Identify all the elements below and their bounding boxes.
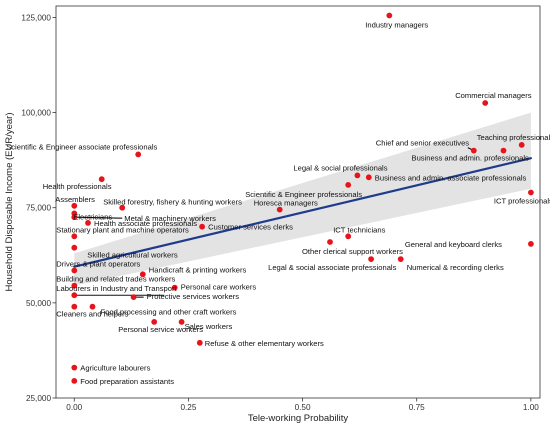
data-point bbox=[71, 202, 78, 209]
point-label: Personal service workers bbox=[118, 325, 203, 334]
y-tick-label: 125,000 bbox=[21, 13, 51, 22]
data-points bbox=[71, 12, 534, 384]
point-label: Skilled forestry, fishery & hunting work… bbox=[103, 198, 242, 207]
x-tick-label: 0.25 bbox=[180, 403, 196, 412]
data-point bbox=[71, 233, 78, 240]
point-label: Business and admin. professionals bbox=[412, 154, 530, 163]
data-point bbox=[500, 147, 507, 154]
data-point bbox=[397, 256, 404, 262]
point-label: Health associate professionals bbox=[94, 219, 197, 228]
data-point bbox=[89, 303, 96, 310]
point-label: Electricians bbox=[73, 212, 112, 221]
point-label: Personal care workers bbox=[181, 283, 257, 292]
data-point bbox=[130, 294, 137, 300]
point-label: Drivers & plant operators bbox=[56, 260, 140, 269]
x-axis: 0.00 0.25 0.50 0.75 1.00 bbox=[66, 398, 539, 412]
point-label: Scientific & Engineer professionals bbox=[245, 190, 362, 199]
data-point bbox=[365, 174, 372, 181]
point-label: Food preparation assistants bbox=[80, 377, 174, 386]
point-label: Sales workers bbox=[185, 322, 233, 331]
point-label: Protective services workers bbox=[147, 292, 240, 301]
point-label: Labourers in Industry and Transport bbox=[56, 284, 177, 293]
trend-line-path bbox=[73, 157, 532, 268]
trend-line bbox=[73, 157, 532, 268]
point-label: ICT professionals bbox=[494, 197, 550, 206]
point-label: Customer services clerks bbox=[208, 223, 293, 232]
y-axis: 25,000 50,000 75,000 100,000 125,000 bbox=[21, 13, 56, 403]
data-point bbox=[71, 267, 78, 274]
data-point bbox=[345, 233, 352, 240]
point-label: Legal & social professionals bbox=[293, 163, 387, 172]
y-tick-label: 75,000 bbox=[26, 204, 51, 213]
data-point bbox=[482, 100, 489, 106]
point-label: Food processing and other craft workers bbox=[101, 308, 237, 317]
point-label: Agriculture labourers bbox=[80, 364, 150, 373]
point-label: Legal & social associate professionals bbox=[268, 263, 397, 272]
data-point bbox=[345, 182, 352, 188]
data-point bbox=[518, 142, 525, 148]
data-point bbox=[119, 204, 126, 211]
point-label: Refuse & other elementary workers bbox=[205, 339, 324, 348]
data-point bbox=[528, 189, 534, 196]
data-point bbox=[71, 214, 78, 221]
data-point bbox=[71, 364, 78, 371]
data-point bbox=[151, 319, 158, 325]
x-tick-label: 1.00 bbox=[523, 403, 539, 412]
x-tick-label: 0.75 bbox=[409, 403, 425, 412]
data-point bbox=[199, 223, 206, 230]
data-point bbox=[386, 12, 393, 19]
data-point bbox=[71, 303, 78, 310]
point-label: Skilled agricultural workers bbox=[87, 251, 178, 260]
data-point bbox=[71, 292, 78, 299]
data-point bbox=[368, 256, 374, 262]
data-point bbox=[178, 319, 185, 325]
data-point bbox=[354, 172, 361, 179]
data-point bbox=[71, 282, 78, 289]
x-tick-label: 0.00 bbox=[66, 403, 82, 412]
data-point bbox=[98, 176, 105, 183]
x-axis-title: Tele-working Probability bbox=[248, 413, 349, 424]
point-label: Assemblers bbox=[55, 195, 95, 204]
point-label: General and keyboard clerks bbox=[405, 240, 502, 249]
confidence-band bbox=[74, 112, 531, 286]
y-tick-label: 25,000 bbox=[26, 394, 51, 403]
label-leader-line bbox=[74, 216, 123, 219]
point-label: Commercial managers bbox=[455, 91, 532, 100]
y-tick-label: 100,000 bbox=[21, 109, 51, 118]
point-label: Other clerical support workers bbox=[302, 247, 403, 256]
point-label: Scientific & Engineer associate professi… bbox=[6, 142, 157, 151]
point-label: Cleaners and helpers bbox=[56, 310, 128, 319]
y-tick-label: 50,000 bbox=[26, 299, 51, 308]
point-label: Metal & machinery workers bbox=[124, 214, 216, 223]
point-label: Building and related trades workers bbox=[56, 275, 175, 284]
point-label: Industry managers bbox=[365, 21, 428, 30]
data-point bbox=[85, 220, 91, 226]
data-point bbox=[470, 147, 477, 154]
data-point bbox=[139, 271, 146, 278]
data-point bbox=[327, 239, 333, 245]
data-point bbox=[71, 378, 78, 384]
point-label: Horesca managers bbox=[254, 199, 318, 208]
point-label: Chief and senior executives bbox=[376, 139, 469, 148]
point-labels: Industry managers Commercial managers Teac… bbox=[6, 21, 550, 386]
data-point bbox=[276, 206, 283, 213]
point-label: Handicraft & printing workers bbox=[149, 265, 247, 274]
data-point bbox=[71, 244, 78, 251]
data-point bbox=[135, 151, 142, 158]
plot-frame bbox=[55, 5, 541, 399]
confidence-band-area bbox=[74, 112, 531, 286]
data-point bbox=[171, 284, 178, 291]
point-label: Health professionals bbox=[43, 182, 112, 191]
data-point bbox=[196, 339, 203, 346]
data-point bbox=[528, 241, 534, 247]
point-label: Stationary plant and machine operators bbox=[56, 225, 189, 234]
point-label: Numerical & recording clerks bbox=[407, 263, 504, 272]
point-label: Teaching professionals bbox=[477, 133, 550, 142]
x-tick-label: 0.50 bbox=[295, 403, 311, 412]
point-label: ICT technicians bbox=[333, 225, 385, 234]
y-axis-title: Household Disposable Income (EUR/year) bbox=[4, 113, 15, 292]
point-label: Business and admin. associate profession… bbox=[375, 173, 527, 182]
